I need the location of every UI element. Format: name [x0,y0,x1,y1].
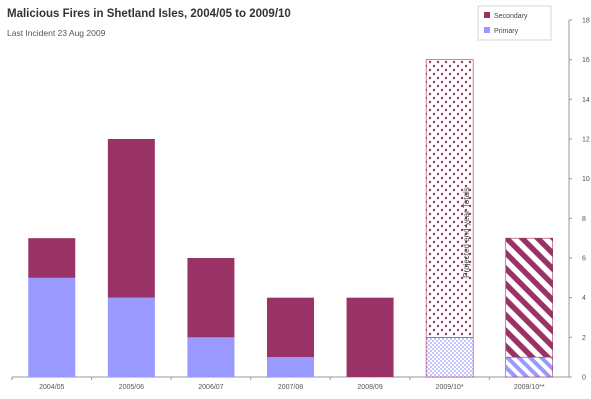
y-tick-label: 10 [582,176,590,183]
legend-swatch-secondary [484,12,490,18]
bars [28,59,554,378]
x-tick-label: 2008/09 [357,384,382,391]
bar-secondary-6 [505,237,554,358]
bar-primary-6 [505,356,554,378]
y-tick-label: 4 [582,295,586,302]
bar-secondary-0 [28,238,76,278]
bar-secondary-3 [267,297,314,358]
y-tick-label: 6 [582,256,586,263]
legend-box [477,5,552,41]
bar-secondary-4 [346,297,394,377]
legend: Secondary Primary [477,5,552,41]
bar-secondary-2 [187,258,235,338]
x-tick-label: 2006/07 [198,384,223,391]
y-tick-label: 8 [582,216,586,223]
y-tick-label: 18 [582,18,590,25]
bar-primary-2 [187,337,235,377]
projected-totals-annotation: Projected end-year Totals [462,187,471,278]
y-tick-label: 16 [582,57,590,64]
bar-primary-0 [28,277,76,377]
bar-primary-5 [425,337,474,378]
x-tick-label: 2007/08 [278,384,303,391]
y-tick-label: 2 [582,335,586,342]
y-tick-label: 14 [582,97,590,104]
bar-primary-3 [267,357,314,377]
legend-label-secondary: Secondary [494,13,528,20]
legend-swatch-primary [484,27,490,33]
chart-subtitle: Last Incident 23 Aug 2009 [7,28,106,38]
x-ticks: 2004/05 2005/06 2006/07 2007/08 2008/09 2009/… [11,377,545,391]
x-tick-label: 2005/06 [119,384,144,391]
chart-title: Malicious Fires in Shetland Isles, 2004/… [7,8,291,20]
x-tick-label: 2004/05 [39,384,64,391]
legend-label-primary: Primary [494,28,519,35]
x-tick-label: 2009/10** [514,384,545,391]
y-tick-label: 0 [582,375,586,382]
x-tick-label: 2009/10* [436,384,464,391]
y-tick-label: 12 [582,137,590,144]
bar-primary-1 [107,297,155,377]
bar-secondary-5 [425,59,474,338]
y-ticks: 0 2 4 6 8 10 12 14 16 18 [569,18,590,382]
bar-secondary-1 [107,139,155,298]
